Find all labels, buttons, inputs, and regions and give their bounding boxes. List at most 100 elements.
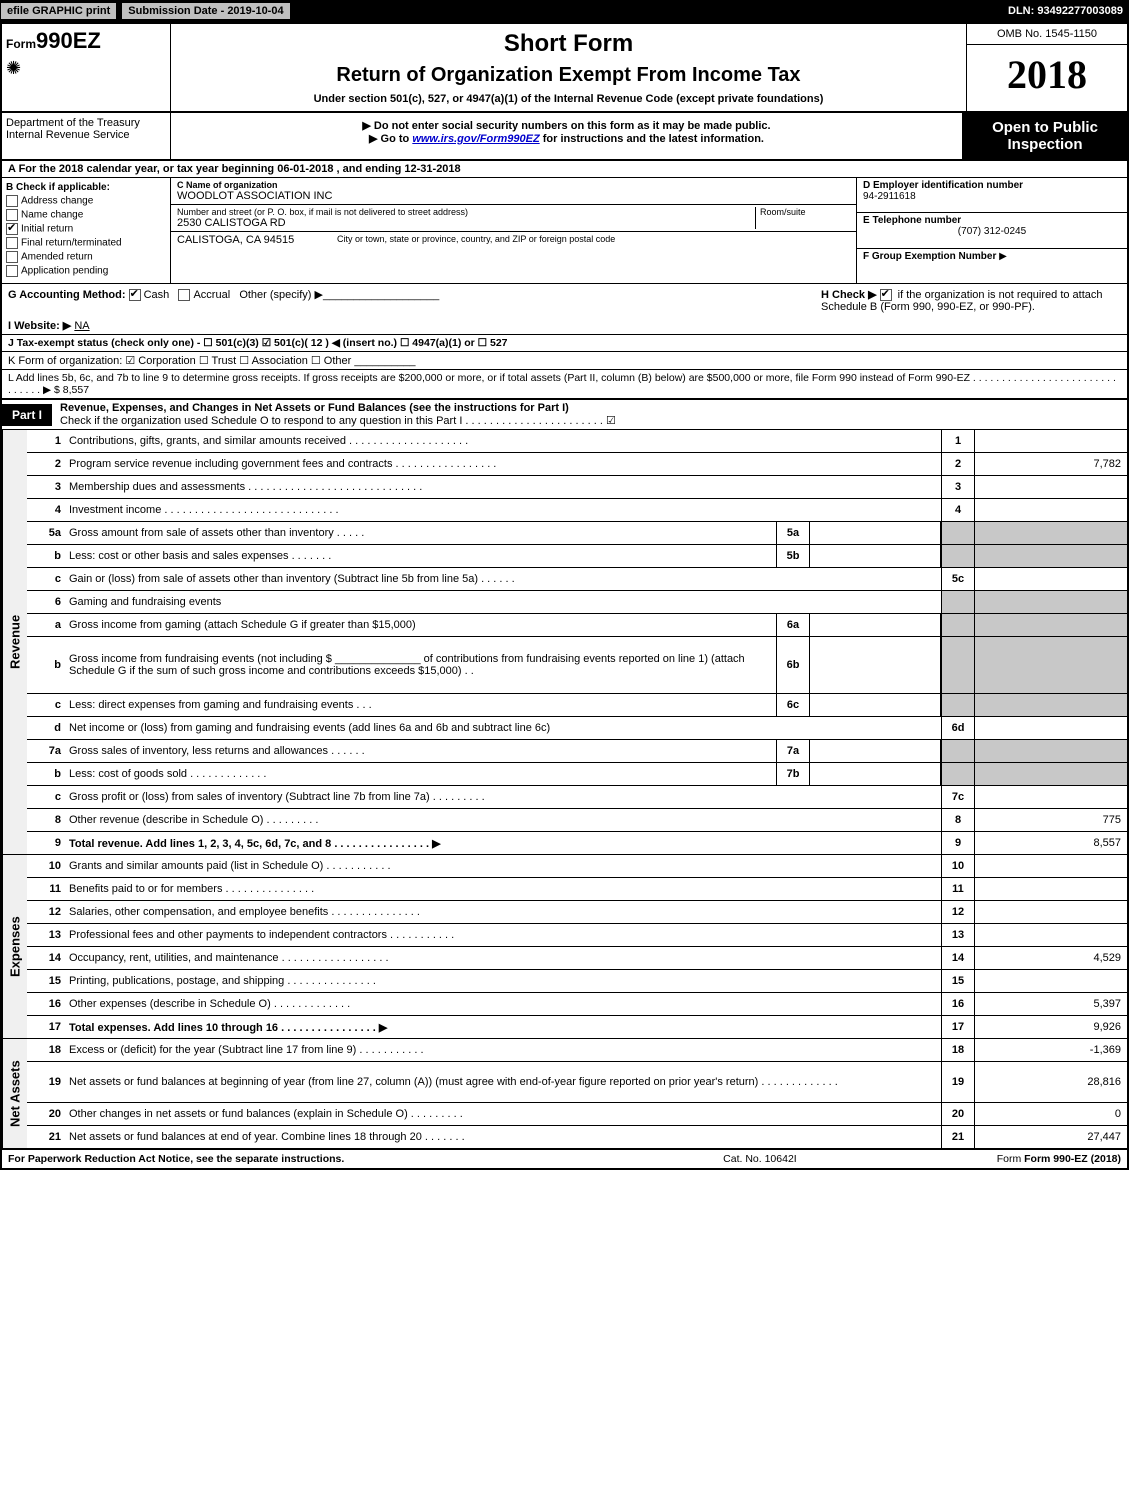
goto-link[interactable]: www.irs.gov/Form990EZ — [412, 133, 539, 145]
opt-other: Other (specify) ▶ — [239, 289, 323, 301]
chk-amended-return[interactable] — [6, 251, 18, 263]
ln20-r: 20 — [941, 1103, 975, 1125]
form-container: Form990EZ ✺ Short Form Return of Organiz… — [0, 22, 1129, 1170]
ln14-num: 14 — [27, 950, 65, 966]
chk-address-change[interactable] — [6, 195, 18, 207]
omb-number: OMB No. 1545-1150 — [967, 24, 1127, 45]
ln5c-val — [975, 568, 1127, 590]
ln6b-vgrey — [975, 637, 1127, 693]
city-state-zip: CALISTOGA, CA 94515 — [177, 234, 317, 246]
ln5b-vgrey — [975, 545, 1127, 567]
ln5a-rgrey — [941, 522, 975, 544]
chk-name-change[interactable] — [6, 209, 18, 221]
revenue-sidelabel: Revenue — [2, 430, 27, 854]
ln7c-num: c — [27, 789, 65, 805]
under-section: Under section 501(c), 527, or 4947(a)(1)… — [191, 93, 946, 105]
irs-seal-icon: ✺ — [6, 58, 166, 79]
ln7b-vgrey — [975, 763, 1127, 785]
chk-cash[interactable] — [129, 289, 141, 301]
line-a-pre: A For the 2018 calendar year, or tax yea… — [8, 163, 277, 175]
box-e-label: E Telephone number — [863, 215, 961, 226]
ln20-val: 0 — [975, 1103, 1127, 1125]
chk-final-return[interactable] — [6, 237, 18, 249]
ln18-desc: Excess or (deficit) for the year (Subtra… — [65, 1042, 941, 1058]
ln3-desc: Membership dues and assessments . . . . … — [65, 479, 941, 495]
ln7a-m: 7a — [776, 740, 810, 762]
line-j-text: J Tax-exempt status (check only one) - ☐… — [8, 337, 508, 349]
ln6d-desc: Net income or (loss) from gaming and fun… — [65, 720, 941, 736]
ln7a-vgrey — [975, 740, 1127, 762]
ln2-num: 2 — [27, 456, 65, 472]
ln18-num: 18 — [27, 1042, 65, 1058]
ln5a-m: 5a — [776, 522, 810, 544]
ln5a-mval — [810, 522, 941, 544]
ln16-desc: Other expenses (describe in Schedule O) … — [65, 996, 941, 1012]
ln11-r: 11 — [941, 878, 975, 900]
ln7c-desc: Gross profit or (loss) from sales of inv… — [65, 789, 941, 805]
ln5a-desc: Gross amount from sale of assets other t… — [65, 525, 776, 541]
line-h-label: H Check ▶ — [821, 289, 877, 301]
ln6a-m: 6a — [776, 614, 810, 636]
ln6c-mval — [810, 694, 941, 716]
ln9-r: 9 — [941, 832, 975, 854]
ln6a-vgrey — [975, 614, 1127, 636]
opt-cash: Cash — [144, 289, 170, 301]
ln6b-mval — [810, 637, 941, 693]
opt-amended-return: Amended return — [21, 252, 93, 263]
part1-header: Part I Revenue, Expenses, and Changes in… — [2, 400, 1127, 430]
ln6c-num: c — [27, 697, 65, 713]
open-public-box: Open to Public Inspection — [962, 113, 1127, 159]
donot-enter: ▶ Do not enter social security numbers o… — [177, 119, 956, 132]
ln2-val: 7,782 — [975, 453, 1127, 475]
header-center: Short Form Return of Organization Exempt… — [171, 24, 966, 111]
ln16-val: 5,397 — [975, 993, 1127, 1015]
ln15-val — [975, 970, 1127, 992]
ln8-r: 8 — [941, 809, 975, 831]
tax-year: 2018 — [967, 45, 1127, 104]
ln12-val — [975, 901, 1127, 923]
ln19-desc: Net assets or fund balances at beginning… — [65, 1074, 941, 1090]
ln12-r: 12 — [941, 901, 975, 923]
line-i: I Website: ▶ NA — [2, 317, 1127, 335]
chk-schedule-b[interactable] — [880, 289, 892, 301]
opt-accrual: Accrual — [193, 289, 230, 301]
box-f-label: F Group Exemption Number — [863, 251, 996, 262]
ln7b-desc: Less: cost of goods sold . . . . . . . .… — [65, 766, 776, 782]
ln5c-desc: Gain or (loss) from sale of assets other… — [65, 571, 941, 587]
ln2-desc: Program service revenue including govern… — [65, 456, 941, 472]
chk-application-pending[interactable] — [6, 265, 18, 277]
ln6-num: 6 — [27, 594, 65, 610]
ln20-desc: Other changes in net assets or fund bala… — [65, 1106, 941, 1122]
header-right: OMB No. 1545-1150 2018 — [966, 24, 1127, 111]
irs-label: Internal Revenue Service — [6, 129, 166, 141]
ln5b-num: b — [27, 548, 65, 564]
ln3-r: 3 — [941, 476, 975, 498]
ln6-rgrey — [941, 591, 975, 613]
ln5b-desc: Less: cost or other basis and sales expe… — [65, 548, 776, 564]
ln20-num: 20 — [27, 1106, 65, 1122]
line-j: J Tax-exempt status (check only one) - ☐… — [2, 335, 1127, 352]
ln10-desc: Grants and similar amounts paid (list in… — [65, 858, 941, 874]
ln17-r: 17 — [941, 1016, 975, 1038]
ln4-num: 4 — [27, 502, 65, 518]
ln4-desc: Investment income . . . . . . . . . . . … — [65, 502, 941, 518]
ln7b-m: 7b — [776, 763, 810, 785]
instructions-box: ▶ Do not enter social security numbers o… — [171, 113, 962, 159]
ln4-val — [975, 499, 1127, 521]
box-b-title: B Check if applicable: — [6, 182, 110, 193]
ein-value: 94-2911618 — [863, 191, 916, 202]
ln7c-r: 7c — [941, 786, 975, 808]
chk-accrual[interactable] — [178, 289, 190, 301]
chk-initial-return[interactable] — [6, 223, 18, 235]
box-c-label: C Name of organization — [177, 180, 850, 190]
ln6d-r: 6d — [941, 717, 975, 739]
opt-initial-return: Initial return — [21, 224, 73, 235]
telephone-value: (707) 312-0245 — [863, 226, 1121, 237]
ln21-val: 27,447 — [975, 1126, 1127, 1148]
ln5a-vgrey — [975, 522, 1127, 544]
ln7a-mval — [810, 740, 941, 762]
netassets-sidelabel: Net Assets — [2, 1039, 27, 1148]
line-a: A For the 2018 calendar year, or tax yea… — [2, 161, 1127, 178]
efile-print-button[interactable]: efile GRAPHIC print — [0, 2, 117, 20]
dept-treasury: Department of the Treasury — [6, 117, 166, 129]
